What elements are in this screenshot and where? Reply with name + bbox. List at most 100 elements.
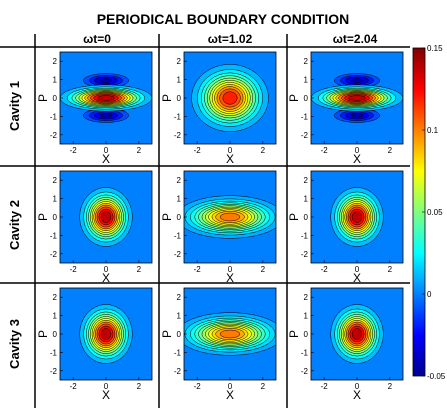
x-tick-label: -2 <box>321 146 329 155</box>
y-tick-label: 1 <box>177 76 182 85</box>
x-tick-label: 2 <box>388 265 393 274</box>
contour-level <box>348 95 366 101</box>
y-tick-label: 2 <box>304 293 309 302</box>
colorbar-tick-label: -0.05 <box>427 372 446 381</box>
y-tick-label: 0 <box>304 94 309 103</box>
y-tick-label: 0 <box>53 213 58 222</box>
y-tick-label: 2 <box>304 176 309 185</box>
y-axis-label: P <box>287 330 301 338</box>
negative-lobe-contour <box>99 78 113 83</box>
y-axis-label: P <box>287 213 301 221</box>
negative-lobe-contour <box>350 113 364 118</box>
x-tick-label: -2 <box>194 146 202 155</box>
row-title-2: Cavity 2 <box>7 200 22 250</box>
x-axis-label: X <box>226 271 234 285</box>
contour-panel <box>311 171 403 263</box>
y-tick-label: 2 <box>53 293 58 302</box>
y-tick-label: -2 <box>301 367 309 376</box>
contour-panel <box>60 52 152 144</box>
contour-level <box>100 328 112 340</box>
contour-panel <box>184 171 276 263</box>
x-tick-label: 2 <box>137 265 142 274</box>
contour-level <box>219 329 241 339</box>
y-tick-label: -1 <box>174 112 182 121</box>
x-axis-label: X <box>102 388 110 402</box>
colorbar-tick-label: 0.1 <box>427 126 439 135</box>
y-axis-label: P <box>160 330 174 338</box>
contour-level <box>100 211 112 223</box>
x-tick-label: -2 <box>70 382 78 391</box>
y-axis-label: P <box>36 94 50 102</box>
contour-level <box>222 91 238 105</box>
negative-lobe-contour <box>99 113 113 118</box>
x-tick-label: 2 <box>388 146 393 155</box>
y-tick-label: -2 <box>50 367 58 376</box>
y-tick-label: -2 <box>174 131 182 140</box>
y-tick-label: -2 <box>174 367 182 376</box>
contour-panel <box>184 52 276 144</box>
x-tick-label: 2 <box>261 146 266 155</box>
y-tick-label: 0 <box>53 94 58 103</box>
y-tick-label: 2 <box>177 176 182 185</box>
contour-level <box>351 211 363 223</box>
y-tick-label: -2 <box>50 131 58 140</box>
x-axis-label: X <box>226 388 234 402</box>
y-tick-label: 1 <box>304 195 309 204</box>
x-tick-label: 2 <box>388 382 393 391</box>
y-tick-label: -2 <box>50 250 58 259</box>
x-tick-label: 0 <box>228 265 233 274</box>
x-tick-label: 0 <box>355 265 360 274</box>
y-tick-label: 2 <box>53 57 58 66</box>
y-tick-label: 0 <box>53 330 58 339</box>
row-title-1: Cavity 1 <box>7 81 22 131</box>
x-tick-label: -2 <box>70 146 78 155</box>
x-tick-label: -2 <box>321 265 329 274</box>
y-tick-label: 0 <box>177 330 182 339</box>
y-tick-label: 1 <box>53 312 58 321</box>
contour-panel <box>311 288 403 380</box>
y-tick-label: 1 <box>177 195 182 204</box>
contour-level <box>219 212 241 222</box>
colorbar-tick-label: 0.15 <box>427 44 443 53</box>
y-axis-label: P <box>160 94 174 102</box>
x-tick-label: -2 <box>70 265 78 274</box>
y-tick-label: 2 <box>304 57 309 66</box>
x-tick-label: 0 <box>104 382 109 391</box>
x-tick-label: 0 <box>228 382 233 391</box>
y-axis-label: P <box>160 213 174 221</box>
x-tick-label: -2 <box>321 382 329 391</box>
x-tick-label: 0 <box>355 382 360 391</box>
panels-layer: -2 0 2 2 1 0 -1 -2 X P -2 0 2 2 1 0 -1 -2 X P -2 0 2 2 1 0 -1 -2 X P -… <box>36 51 404 402</box>
contour-panel <box>184 288 276 380</box>
y-tick-label: 1 <box>177 312 182 321</box>
y-tick-label: 1 <box>53 195 58 204</box>
column-title-2: ωt=1.02 <box>208 32 253 46</box>
y-axis-label: P <box>36 330 50 338</box>
column-title-3: ωt=2.04 <box>333 32 378 46</box>
negative-lobe-contour <box>350 78 364 83</box>
y-tick-label: -1 <box>174 348 182 357</box>
x-tick-label: 0 <box>104 265 109 274</box>
contour-panel <box>60 171 152 263</box>
x-axis-label: X <box>353 271 361 285</box>
y-tick-label: 0 <box>304 330 309 339</box>
y-tick-label: -1 <box>50 348 58 357</box>
x-axis-label: X <box>226 152 234 166</box>
y-tick-label: 1 <box>304 76 309 85</box>
y-tick-label: 2 <box>177 293 182 302</box>
y-tick-label: -1 <box>50 112 58 121</box>
x-axis-label: X <box>353 388 361 402</box>
y-axis-label: P <box>36 213 50 221</box>
colorbar-tick-label: 0 <box>427 290 432 299</box>
y-tick-label: -2 <box>301 131 309 140</box>
y-tick-label: -1 <box>174 231 182 240</box>
y-tick-label: 0 <box>177 94 182 103</box>
x-axis-label: X <box>353 152 361 166</box>
column-title-1: ωt=0 <box>83 32 111 46</box>
colorbar-ticks: 0.15 0.1 0.05 0 -0.05 <box>422 44 446 381</box>
row-title-3: Cavity 3 <box>7 319 22 369</box>
y-tick-label: -1 <box>301 112 309 121</box>
x-tick-label: 0 <box>355 146 360 155</box>
y-tick-label: 1 <box>304 312 309 321</box>
